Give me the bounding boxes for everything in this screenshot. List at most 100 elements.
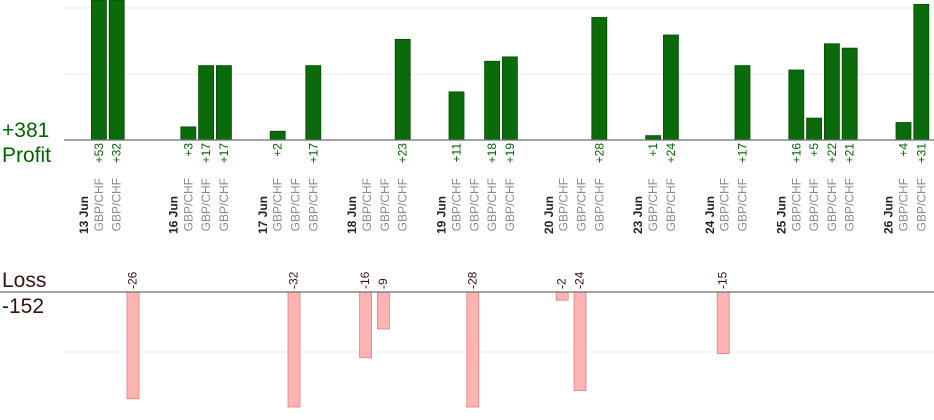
loss-value-label: -2 [555,278,569,289]
profit-bar [645,135,661,141]
pair-label: GBP/CHF [450,178,464,231]
profit-bar [913,3,930,141]
pair-label: GBP/CHF [485,178,499,231]
profit-bar [198,65,215,141]
date-label: 25 Jun [774,196,788,234]
pair-label: GBP/CHF [92,178,106,231]
profit-value-label: +24 [664,143,678,164]
profit-value-label: +16 [789,143,803,164]
pair-label: GBP/CHF [807,178,821,231]
pair-label: GBP/CHF [592,178,606,231]
profit-value-label: +19 [503,143,517,164]
profit-bar [269,130,286,141]
profit-value-label: +1 [646,143,660,157]
profit-label: Profit [2,144,52,167]
profit-value-label: +32 [110,143,124,164]
profit-bar [734,65,751,141]
date-label: 19 Jun [435,196,449,234]
bars [91,0,930,408]
pair-label: GBP/CHF [306,178,320,231]
loss-bar [126,291,140,400]
loss-bar [359,291,373,359]
pair-label: GBP/CHF [789,178,803,231]
loss-bar [376,291,390,330]
pair-label: GBP/CHF [718,178,732,231]
loss-value-label: -24 [573,271,587,289]
profit-bar [448,91,465,141]
pair-label: GBP/CHF [360,178,374,231]
pair-label: GBP/CHF [646,178,660,231]
profit-value-label: +31 [914,143,928,164]
loss-label: Loss [2,269,47,292]
pair-label: GBP/CHF [897,178,911,231]
profit-bar [895,122,912,141]
profit-value-label: +53 [92,143,106,164]
loss-value-label: -16 [358,271,372,289]
profit-value-label: +17 [199,143,213,164]
pair-label: GBP/CHF [396,178,410,231]
date-label: 23 Jun [631,196,645,234]
profit-bar [180,126,197,141]
pair-label: GBP/CHF [289,178,303,231]
profit-bar [501,56,518,141]
profit-bar [215,65,232,141]
date-label: 17 Jun [256,196,270,234]
profit-bar [108,0,125,141]
loss-bar [573,291,587,391]
pair-label: GBP/CHF [181,178,195,231]
pair-label: GBP/CHF [467,178,481,231]
profit-value-label: +3 [181,143,195,157]
pair-label: GBP/CHF [557,178,571,231]
pair-label: GBP/CHF [503,178,517,231]
pair-label: GBP/CHF [736,178,750,231]
date-label: 26 Jun [882,196,896,234]
pair-label: GBP/CHF [825,178,839,231]
profit-value-label: +5 [807,143,821,157]
loss-bar [555,291,569,301]
profit-value-label: +22 [825,143,839,164]
loss-total: -152 [2,295,45,318]
pair-label: GBP/CHF [199,178,213,231]
date-label: 24 Jun [703,196,717,234]
profit-value-label: +17 [306,143,320,164]
pair-label: GBP/CHF [575,178,589,231]
loss-bar [287,291,301,408]
loss-value-label: -32 [287,271,301,289]
labels: +53 GBP/CHF +32 GBP/CHF -26 13 Jun +3 GBP/CHF +1… [77,143,928,289]
loss-value-label: -26 [126,271,140,289]
profit-bar [394,38,411,141]
profit-value-label: +21 [843,143,857,164]
loss-value-label: -9 [376,278,390,289]
profit-bar [806,117,822,141]
profit-value-label: +18 [485,143,499,164]
profit-value-label: +4 [897,143,911,157]
profit-bar [91,0,107,141]
pair-label: GBP/CHF [664,178,678,231]
pair-label: GBP/CHF [378,178,392,231]
pair-label: GBP/CHF [271,178,285,231]
loss-bar [716,291,730,355]
loss-value-label: -15 [716,271,730,289]
pair-label: GBP/CHF [110,178,124,231]
profit-value-label: +17 [217,143,231,164]
profit-value-label: +28 [592,143,606,164]
profit-bar [305,65,322,141]
axes [0,139,934,293]
profit-bar [663,34,679,141]
date-label: 13 Jun [77,196,91,234]
date-label: 16 Jun [166,196,180,234]
date-label: 18 Jun [345,196,359,234]
profit-value-label: +23 [396,143,410,164]
date-label: 20 Jun [542,196,556,234]
profit-value-label: +11 [450,143,464,163]
profit-bar [484,60,501,141]
pair-label: GBP/CHF [843,178,857,231]
profit-bar [591,17,608,141]
pair-label: GBP/CHF [217,178,231,231]
profit-value-label: +2 [271,143,285,157]
loss-value-label: -28 [465,271,479,289]
pair-label: GBP/CHF [914,178,928,231]
loss-bar [466,291,480,408]
profit-bar [841,47,858,141]
